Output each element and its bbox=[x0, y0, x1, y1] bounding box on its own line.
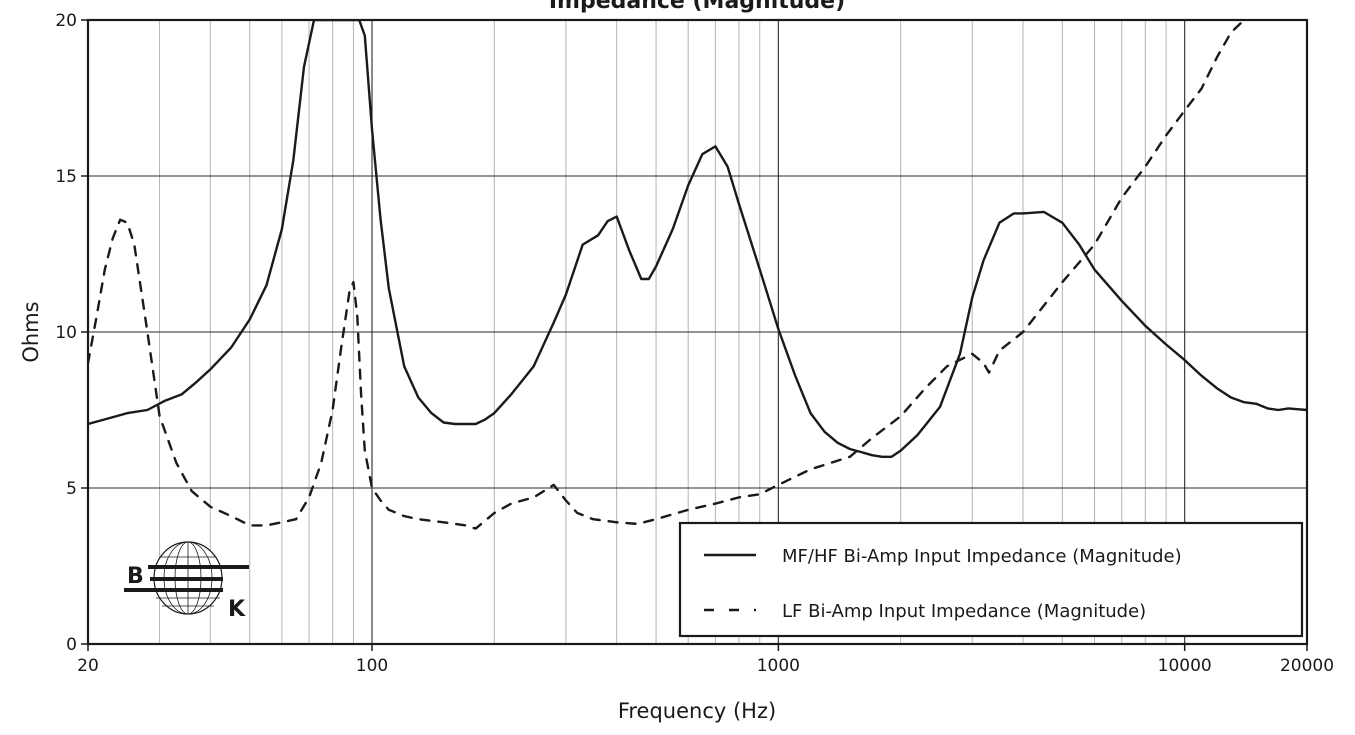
y-axis-title: Ohms bbox=[19, 301, 43, 362]
y-tick-label: 0 bbox=[66, 635, 77, 655]
logo-bar-top bbox=[148, 565, 249, 569]
logo-bar-bottom bbox=[124, 588, 223, 592]
y-tick-label: 20 bbox=[55, 11, 77, 31]
x-tick-label: 20 bbox=[77, 656, 99, 676]
logo-bar-middle bbox=[150, 577, 223, 581]
x-tick-label: 20000 bbox=[1280, 656, 1334, 676]
logo-letter-b: B bbox=[127, 564, 144, 589]
x-tick-label: 100 bbox=[356, 656, 388, 676]
legend-box bbox=[678, 521, 1304, 638]
y-tick-label: 5 bbox=[66, 479, 77, 499]
logo-letter-k: K bbox=[228, 597, 246, 622]
series-lf-impedance bbox=[88, 20, 1246, 530]
y-tick-label: 15 bbox=[55, 167, 77, 187]
series-mf-hf-impedance bbox=[88, 20, 1307, 458]
series-layer bbox=[88, 20, 1307, 530]
x-tick-label: 1000 bbox=[757, 656, 800, 676]
legend-label-lf: LF Bi-Amp Input Impedance (Magnitude) bbox=[782, 601, 1146, 622]
x-axis-title: Frequency (Hz) bbox=[618, 699, 776, 723]
tick-layer: 0 5 10 15 20 20 100 1000 10000 20000 bbox=[55, 11, 1334, 676]
chart-title: Impedance (Magnitude) bbox=[549, 0, 845, 14]
legend: MF/HF Bi-Amp Input Impedance (Magnitude)… bbox=[678, 521, 1304, 638]
globe-logo: B K bbox=[124, 541, 249, 622]
legend-label-mf-hf: MF/HF Bi-Amp Input Impedance (Magnitude) bbox=[782, 546, 1182, 567]
y-tick-label: 10 bbox=[55, 323, 77, 343]
x-tick-label: 10000 bbox=[1158, 656, 1212, 676]
